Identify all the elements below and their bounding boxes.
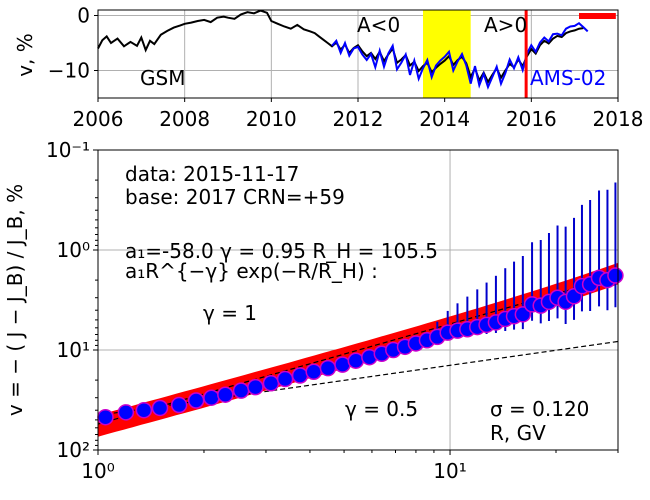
bottom-y-tick-label-2: 10¹ [57,338,90,362]
data-point [247,378,264,396]
data-point [187,392,205,409]
top-series-group [97,9,589,90]
data-point [203,389,220,406]
top-x-tick-label-5: 2016 [506,107,557,131]
data-point [347,352,365,369]
top-x-tick-label-2: 2010 [246,107,297,131]
annot-formula-line: a₁R^{−γ} exp(−R/R_H) : [125,259,378,283]
bottom-axes-frame [97,149,619,451]
top-x-tick-label-3: 2012 [333,107,384,131]
bottom-y-tick-label-3: 10² [57,438,90,462]
top-annot-ams: AMS-02 [530,66,606,90]
top-y-tick-label-1: −10 [48,59,90,83]
data-point [514,306,532,323]
top-ticks: 2006 2008 2010 2012 2014 2016 2018 0 −10 [48,4,644,132]
data-point [262,374,280,392]
annot-gamma-1: γ = 1 [203,301,257,325]
data-point [117,404,135,421]
data-points [97,267,624,426]
spectrum-panel: 10⁰ 10¹ 10⁻¹ 10⁰ 10¹ 10² data: 2015-11-17 bas… [3,138,624,483]
bottom-y-axis-label: v = − ( J − J_B) / J_B, % [3,184,27,416]
data-point [607,267,624,284]
bottom-ticks: 10⁰ 10¹ 10⁻¹ 10⁰ 10¹ 10² [46,138,619,483]
top-x-tick-label-0: 2006 [73,107,124,131]
annot-date-line: data: 2015-11-17 [125,162,299,186]
annot-sigma: σ = 0.120 [490,397,589,421]
data-point [305,363,322,380]
data-point [291,367,309,384]
data-point [170,396,188,414]
bottom-y-tick-label-1: 10⁰ [57,238,90,262]
bottom-x-tick-label-0: 10⁰ [81,459,114,483]
data-point [217,386,234,403]
data-point [276,370,294,388]
bottom-x-tick-label-1: 10¹ [433,459,466,483]
top-x-tick-label-1: 2008 [159,107,210,131]
data-point [319,359,337,377]
data-point [232,382,250,399]
data-point [97,408,114,426]
top-annot-a-pos: A>0 [484,13,527,37]
bottom-x-axis-label: R, GV [490,421,546,445]
top-annot-gsm: GSM [140,66,185,90]
top-x-tick-label-6: 2018 [593,107,644,131]
annot-gamma-05: γ = 0.5 [345,397,418,421]
annot-base-line: base: 2017 CRN=+59 [125,185,345,209]
bottom-y-tick-label-0: 10⁻¹ [46,138,90,162]
top-y-tick-label-0: 0 [77,4,90,28]
top-series-line-blue [331,21,589,90]
top-markers [524,10,616,98]
top-annot-a-neg: A<0 [357,13,400,37]
data-point [151,399,169,417]
top-y-axis-label: v, % [13,33,37,77]
data-point [135,401,153,419]
top-x-tick-label-4: 2014 [419,107,470,131]
time-series-panel: 2006 2008 2010 2012 2014 2016 2018 0 −10 GSM A<0… [13,4,643,132]
annot-params-line: a₁=-58.0 γ = 0.95 R_H = 105.5 [125,239,438,263]
